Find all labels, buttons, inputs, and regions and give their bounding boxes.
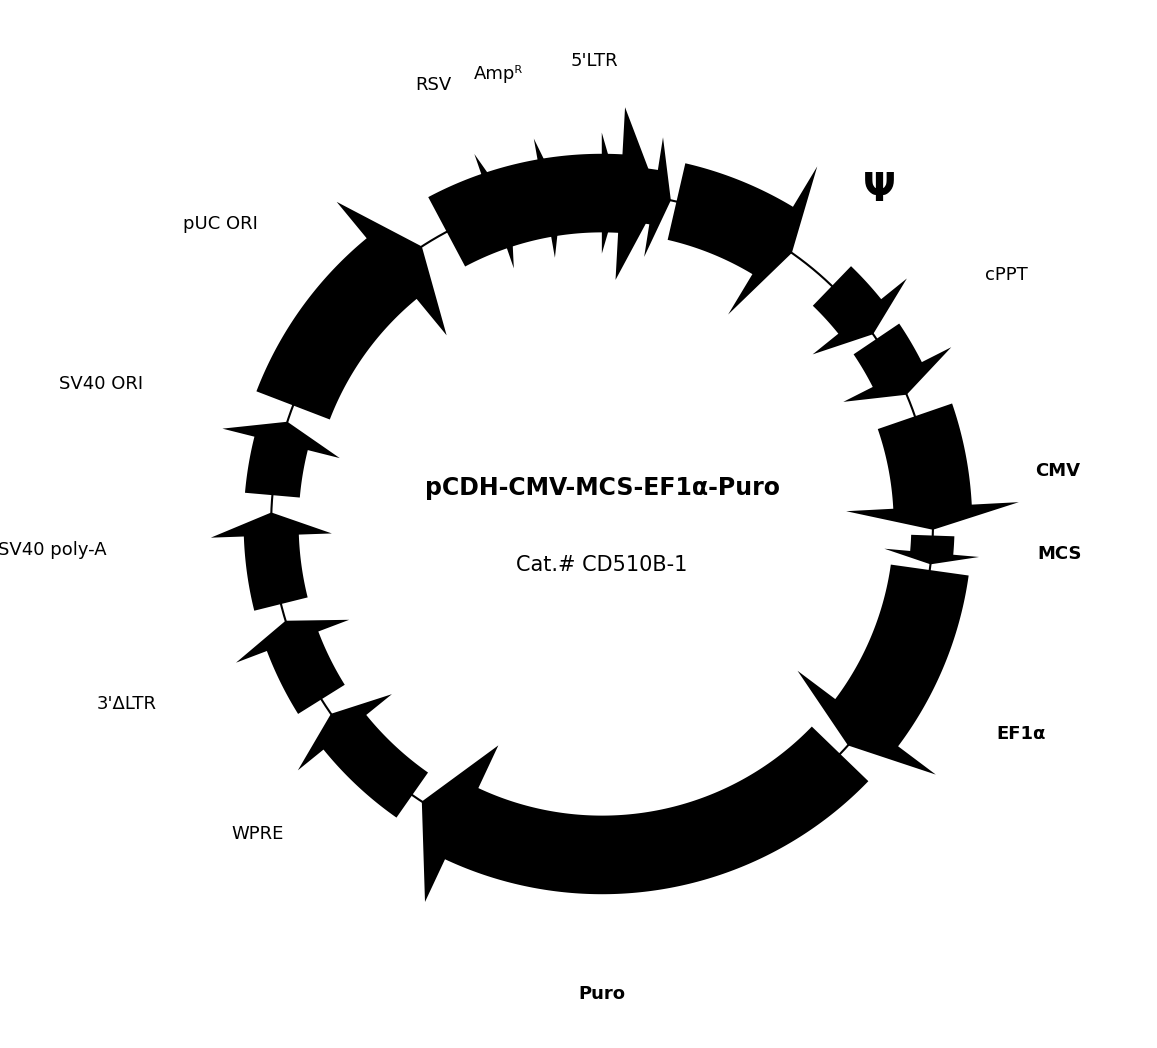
Text: MCS: MCS xyxy=(1038,545,1082,564)
Text: EF1α: EF1α xyxy=(996,725,1046,743)
Text: CMV: CMV xyxy=(1036,462,1081,480)
Text: Puro: Puro xyxy=(578,985,626,1003)
Polygon shape xyxy=(570,132,619,254)
Polygon shape xyxy=(843,324,951,401)
Polygon shape xyxy=(797,565,968,774)
Text: Ampᴿ: Ampᴿ xyxy=(473,65,523,83)
Polygon shape xyxy=(257,202,447,419)
Text: cPPT: cPPT xyxy=(985,266,1027,284)
Text: 3'ΔLTR: 3'ΔLTR xyxy=(97,695,157,713)
Polygon shape xyxy=(211,512,332,611)
Polygon shape xyxy=(428,107,659,280)
Polygon shape xyxy=(624,137,671,257)
Text: Ψ: Ψ xyxy=(863,171,896,210)
Text: RSV: RSV xyxy=(415,77,451,94)
Polygon shape xyxy=(222,421,340,498)
Text: WPRE: WPRE xyxy=(231,825,283,843)
Polygon shape xyxy=(884,534,979,564)
Text: SV40 poly-A: SV40 poly-A xyxy=(0,541,106,559)
Polygon shape xyxy=(509,138,561,258)
Polygon shape xyxy=(297,694,428,817)
Text: SV40 ORI: SV40 ORI xyxy=(59,375,143,393)
Polygon shape xyxy=(456,154,514,268)
Polygon shape xyxy=(668,163,817,314)
Polygon shape xyxy=(236,619,349,714)
Text: pCDH-CMV-MCS-EF1α-Puro: pCDH-CMV-MCS-EF1α-Puro xyxy=(425,476,780,500)
Text: pUC ORI: pUC ORI xyxy=(183,216,257,234)
Text: Cat.# CD510B-1: Cat.# CD510B-1 xyxy=(516,555,687,575)
Polygon shape xyxy=(846,403,1019,530)
Polygon shape xyxy=(812,266,907,354)
Polygon shape xyxy=(422,726,869,902)
Text: 5'LTR: 5'LTR xyxy=(570,51,618,70)
